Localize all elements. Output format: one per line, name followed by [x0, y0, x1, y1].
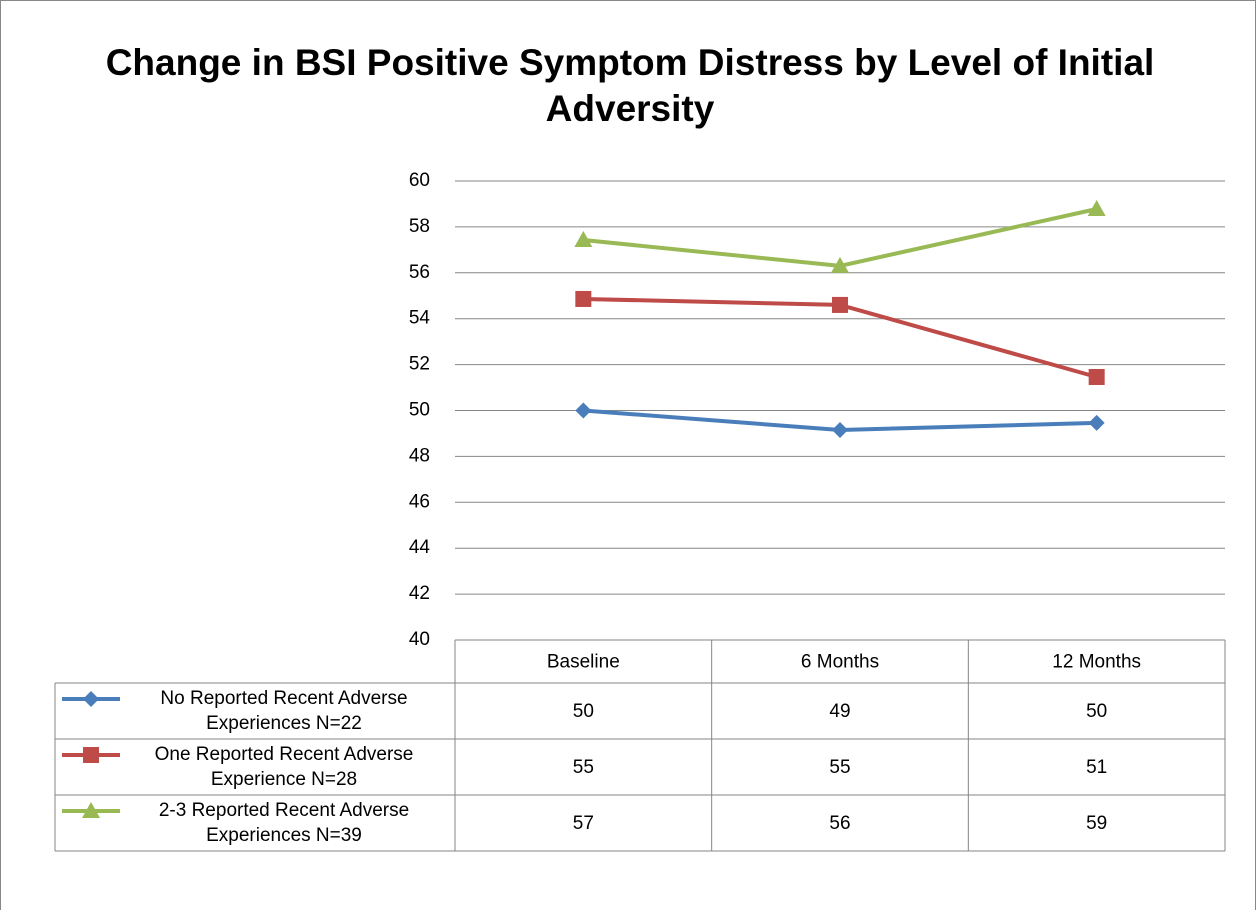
y-tick-label: 50 [409, 400, 430, 421]
table-value: 59 [1086, 813, 1107, 834]
legend-label: One Reported Recent Adverse Experience N… [154, 744, 414, 790]
marker [831, 256, 849, 273]
marker [82, 802, 100, 818]
legend-box: No Reported Recent Adverse Experiences N… [160, 688, 408, 734]
marker [832, 296, 848, 313]
y-tick-label: 58 [409, 216, 430, 237]
table-value: 55 [573, 757, 594, 778]
x-tick-label: 12 Months [1052, 652, 1141, 673]
marker [575, 290, 592, 307]
table-value: 49 [829, 701, 850, 722]
title-box: Change in BSI Positive Symptom Distress … [105, 42, 1155, 129]
marker [83, 691, 99, 707]
marker [1088, 368, 1105, 385]
y-tick-label: 54 [409, 308, 431, 329]
y-tick-label: 46 [409, 491, 430, 512]
legend-box: 2-3 Reported Recent Adverse Experiences … [158, 800, 410, 846]
y-tick-label: 44 [409, 537, 431, 558]
x-tick-label: 6 Months [801, 652, 879, 673]
marker [1088, 414, 1105, 431]
chart-title: Change in BSI Positive Symptom Distress … [105, 42, 1155, 129]
marker [574, 230, 593, 247]
legend-label: No Reported Recent Adverse Experiences N… [160, 688, 408, 734]
marker [575, 402, 592, 419]
table-value: 57 [573, 813, 594, 834]
table-value: 50 [1086, 701, 1107, 722]
table-value: 51 [1086, 757, 1107, 778]
y-tick-label: 56 [409, 262, 430, 283]
marker [83, 747, 99, 763]
table-value: 55 [829, 757, 850, 778]
y-tick-label: 52 [409, 354, 430, 375]
x-tick-label: Baseline [547, 652, 620, 673]
legend-label: 2-3 Reported Recent Adverse Experiences … [158, 800, 410, 846]
y-tick-label: 48 [409, 445, 430, 466]
marker [1087, 199, 1106, 216]
y-tick-label: 42 [409, 583, 430, 604]
legend-box: One Reported Recent Adverse Experience N… [154, 744, 414, 790]
y-tick-label: 40 [409, 629, 430, 650]
table-value: 50 [573, 701, 594, 722]
table-value: 56 [829, 813, 850, 834]
marker [832, 422, 848, 439]
y-tick-label: 60 [409, 170, 430, 191]
